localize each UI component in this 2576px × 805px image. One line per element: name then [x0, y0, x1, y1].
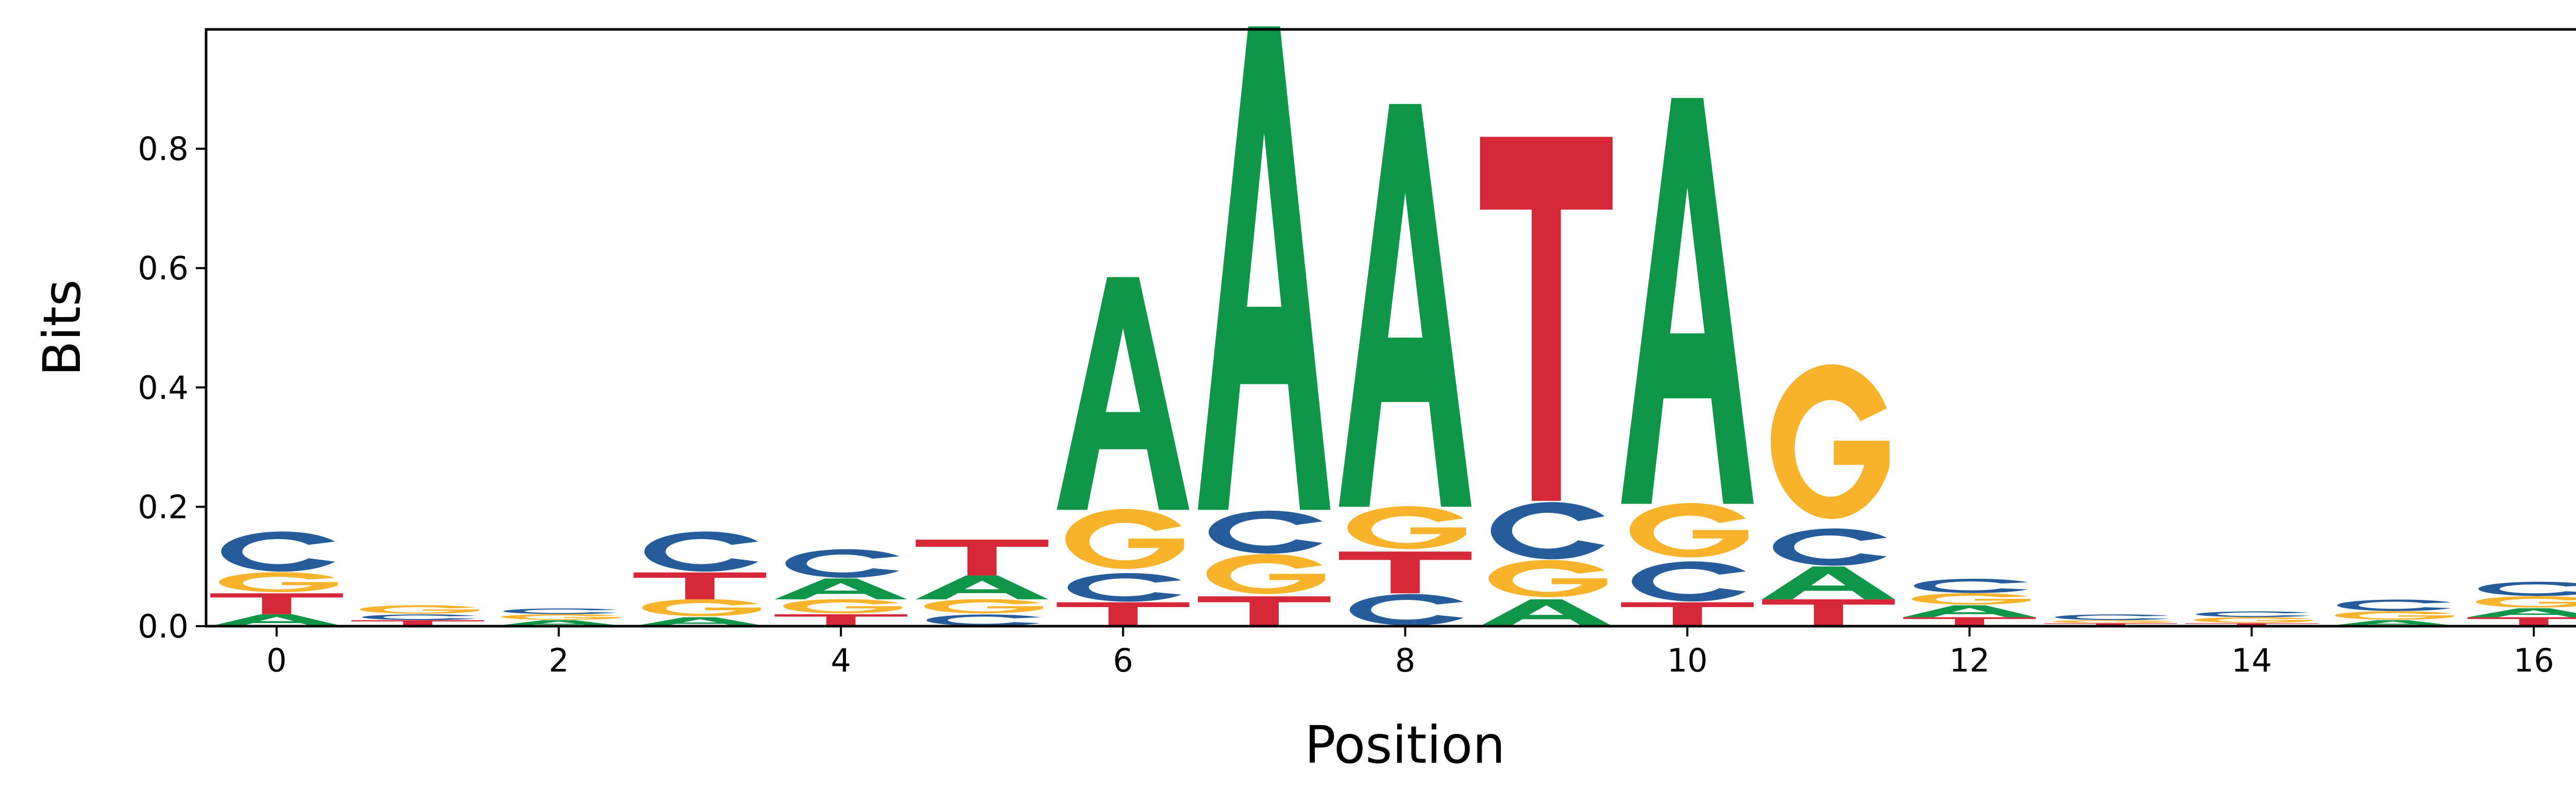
- letter-a-pos-8: [1338, 104, 1472, 507]
- letter-g-pos-9: [1488, 560, 1607, 597]
- letter-c-pos-7: [1208, 510, 1323, 554]
- letter-t-pos-9: [1480, 137, 1613, 501]
- letter-t-pos-6: [1057, 602, 1190, 626]
- letter-a-pos-0: [210, 614, 343, 626]
- letter-a-pos-16: [2467, 608, 2576, 617]
- letter-g-pos-7: [1206, 554, 1326, 594]
- y-tick-label: 0.4: [138, 369, 189, 407]
- letter-c-pos-13: [2055, 614, 2169, 620]
- letter-g-pos-16: [2476, 596, 2576, 608]
- y-axis: 0.0 0.2 0.4 0.6 0.8: [138, 130, 206, 645]
- letter-a-pos-10: [1621, 98, 1754, 504]
- y-tick-label: 0.0: [138, 608, 189, 645]
- letter-a-pos-7: [1197, 26, 1331, 510]
- letter-c-pos-3: [644, 531, 758, 572]
- letter-a-pos-15: [2326, 620, 2459, 626]
- letter-g-pos-12: [1911, 593, 2031, 605]
- letter-c-pos-10: [1632, 561, 1746, 602]
- letter-g-pos-4: [783, 599, 902, 614]
- letter-g-pos-8: [1347, 506, 1466, 549]
- letter-c-pos-6: [1067, 573, 1182, 602]
- letter-c-pos-15: [2337, 599, 2451, 611]
- letter-g-pos-13: [2053, 620, 2172, 623]
- letter-g-pos-15: [2335, 611, 2454, 620]
- letter-a-pos-2: [492, 620, 625, 626]
- letter-a-pos-4: [774, 578, 907, 599]
- letter-g-pos-14: [2194, 617, 2313, 623]
- x-tick-label: 10: [1667, 642, 1708, 679]
- x-tick-label: 14: [2231, 642, 2272, 679]
- x-tick-label: 2: [549, 642, 569, 679]
- letter-a-pos-6: [1057, 277, 1190, 510]
- letter-t-pos-13: [2044, 623, 2177, 626]
- letter-t-pos-4: [774, 614, 907, 626]
- letter-a-pos-5: [916, 575, 1048, 599]
- letter-g-pos-3: [642, 599, 761, 616]
- x-tick-label: 0: [266, 642, 286, 679]
- letter-g-pos-11: [1770, 364, 1890, 519]
- letter-g-pos-6: [1065, 509, 1184, 569]
- x-tick-label: 16: [2514, 642, 2554, 679]
- letter-t-pos-10: [1621, 602, 1754, 626]
- letter-c-pos-4: [785, 549, 900, 578]
- letter-t-pos-0: [210, 593, 343, 614]
- letter-g-pos-1: [360, 605, 479, 614]
- x-tick-label: 6: [1113, 642, 1133, 679]
- letter-t-pos-3: [633, 572, 767, 599]
- letter-c-pos-9: [1490, 502, 1605, 560]
- letter-a-pos-3: [633, 617, 767, 626]
- letter-c-pos-5: [926, 614, 1041, 626]
- letter-c-pos-11: [1773, 528, 1887, 566]
- x-tick-label: 4: [831, 642, 851, 679]
- letter-t-pos-1: [351, 620, 484, 626]
- letter-a-pos-11: [1762, 566, 1895, 599]
- letter-t-pos-5: [916, 540, 1048, 576]
- letter-g-pos-0: [218, 572, 338, 593]
- y-tick-label: 0.8: [138, 130, 189, 168]
- x-axis-label: Position: [1304, 715, 1505, 775]
- letter-c-pos-8: [1349, 594, 1464, 626]
- letter-c-pos-0: [221, 531, 335, 572]
- letter-t-pos-12: [1903, 617, 2036, 626]
- x-tick-label: 12: [1949, 642, 1990, 679]
- letter-c-pos-2: [503, 608, 617, 614]
- x-axis: 0 2 4 6 8 10 12 14 16: [266, 626, 2554, 679]
- letter-t-pos-16: [2467, 617, 2576, 627]
- letter-a-pos-9: [1480, 599, 1613, 626]
- letter-c-pos-1: [362, 614, 476, 620]
- letter-g-pos-10: [1630, 503, 1749, 558]
- letter-c-pos-12: [1914, 578, 2028, 593]
- x-tick-label: 8: [1395, 642, 1415, 679]
- letter-t-pos-7: [1197, 596, 1331, 626]
- letter-g-pos-2: [501, 614, 620, 620]
- y-axis-label: Bits: [32, 279, 92, 376]
- y-tick-label: 0.2: [138, 488, 189, 526]
- letter-t-pos-11: [1762, 599, 1895, 626]
- letter-t-pos-14: [2185, 623, 2318, 626]
- letter-a-pos-12: [1903, 605, 2036, 617]
- y-tick-label: 0.6: [138, 249, 189, 287]
- letter-stacks: [210, 26, 2576, 627]
- letter-c-pos-14: [2196, 611, 2310, 617]
- letter-g-pos-5: [924, 599, 1043, 614]
- letter-c-pos-16: [2478, 581, 2576, 596]
- letter-t-pos-8: [1338, 551, 1472, 594]
